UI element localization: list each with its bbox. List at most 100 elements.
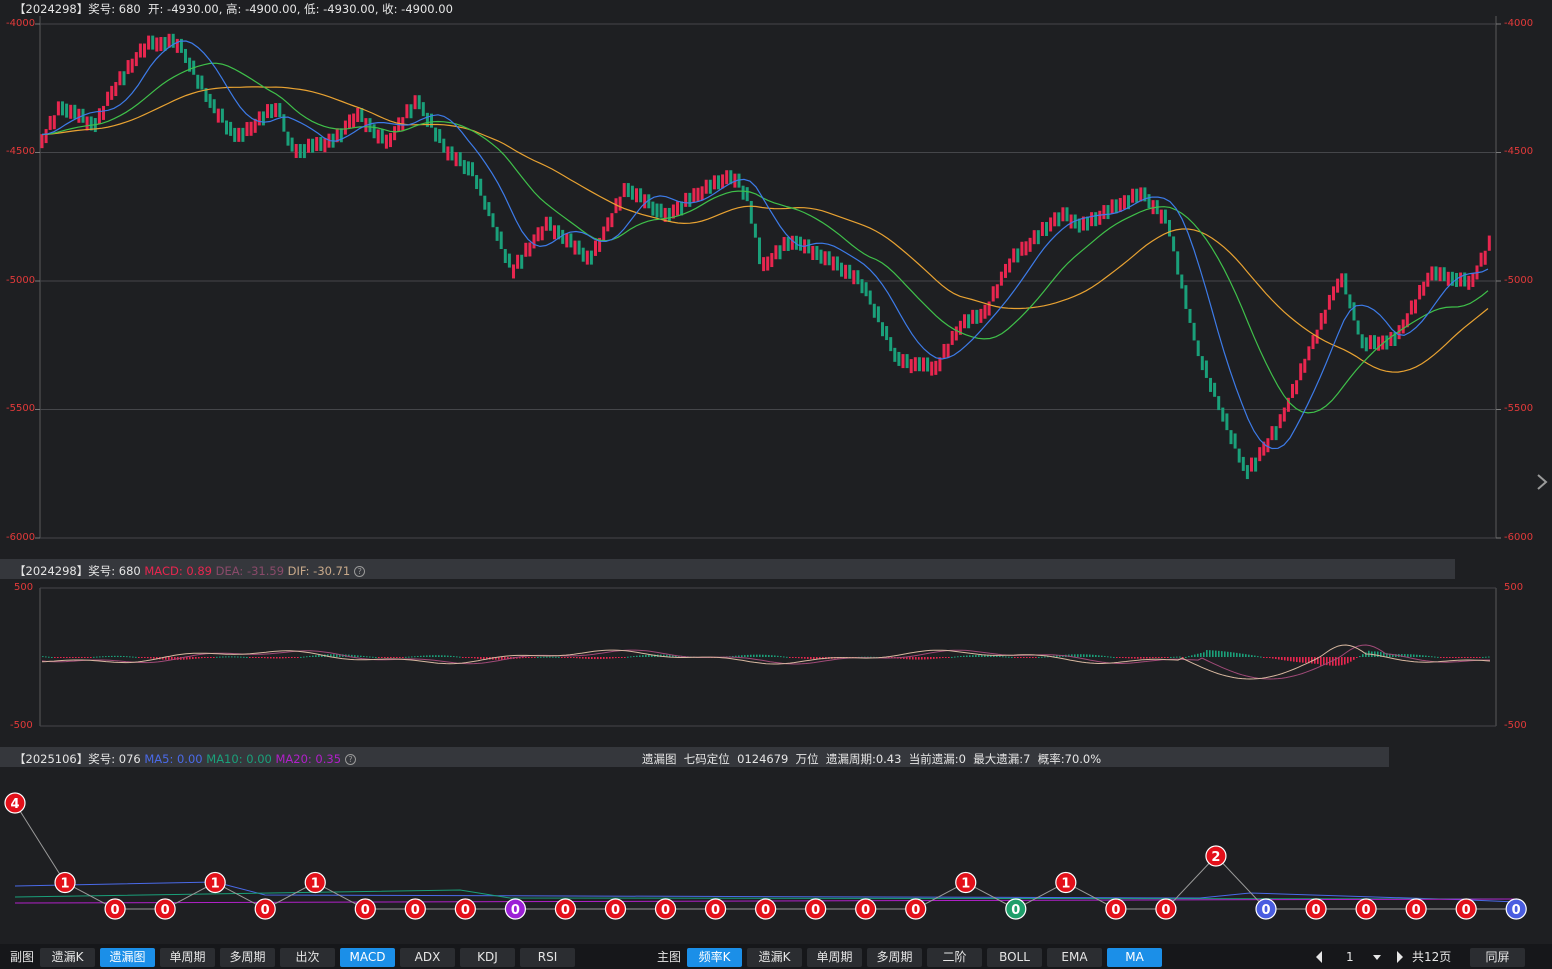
macd-bar [279,657,281,659]
macd-bar [978,655,980,657]
macd-bar [99,656,101,658]
candle [589,250,593,265]
macd-bar [1344,657,1346,665]
macd-bar [864,656,866,658]
macd-bar [756,654,758,657]
macd-bar [648,654,650,657]
tab-second-order[interactable]: 二阶 [927,948,982,967]
macd-bar [753,654,755,657]
candle [52,115,56,130]
macd-bar [1197,653,1199,657]
candle [110,85,114,100]
macd-bar [1104,655,1106,657]
macd-bar [651,654,653,657]
candle [442,138,446,153]
macd-bar [420,655,422,657]
candle [1422,281,1426,296]
macd-bar [87,657,89,658]
tab-single-period[interactable]: 单周期 [160,948,215,967]
macd-value: MACD: 0.89 [144,564,212,578]
next-page-icon[interactable] [1395,950,1405,964]
macd-bar [729,656,731,658]
macd-bar [591,657,593,660]
help-icon[interactable]: ? [354,566,366,577]
candle [302,144,306,159]
candle [1471,272,1475,287]
candle [487,202,491,217]
tab-ema[interactable]: EMA [1047,948,1102,967]
candle [368,118,372,133]
macd-bar [504,657,506,660]
macd-bar [1383,652,1385,657]
tab-main-multi-period[interactable]: 多周期 [867,948,922,967]
macd-bar [801,657,803,659]
macd-bar [672,655,674,657]
macd-award: 奖号: 680 [88,564,141,578]
miss-point-label: 0 [761,903,770,918]
candle [659,203,663,218]
tab-kdj[interactable]: KDJ [460,948,515,967]
tab-main-miss-k[interactable]: 遗漏K [747,948,802,967]
tab-occurrences[interactable]: 出次 [280,948,335,967]
tab-main-single-period[interactable]: 单周期 [807,948,862,967]
macd-bar [219,656,221,658]
candle [380,129,384,144]
macd-bar [1062,654,1064,657]
tab-miss-chart[interactable]: 遗漏图 [100,948,155,967]
candle [479,178,483,196]
macd-bar [495,657,497,660]
tab-miss-k[interactable]: 遗漏K [40,948,95,967]
candle [954,326,958,341]
candle [995,284,999,299]
tab-rsi[interactable]: RSI [520,948,575,967]
candle [532,234,536,249]
tab-boll[interactable]: BOLL [987,948,1042,967]
macd-bar [237,656,239,658]
page-select[interactable]: 1 [1332,948,1388,967]
macd-bar [567,657,569,658]
miss-point [1305,898,1327,920]
candle [118,71,122,86]
candle [126,60,130,75]
tab-adx[interactable]: ADX [400,948,455,967]
macd-bar [969,655,971,657]
tab-frequency-k[interactable]: 频率K [687,948,742,967]
prev-page-icon[interactable] [1314,950,1324,964]
miss-point [104,898,126,920]
tab-ma[interactable]: MA [1107,948,1162,967]
miss-point [855,898,877,920]
miss-point-label: 1 [61,877,70,892]
tab-multi-period[interactable]: 多周期 [220,948,275,967]
macd-bar [444,655,446,657]
sync-screen-button[interactable]: 同屏 [1470,948,1525,967]
candle [1319,313,1323,330]
candle [1196,340,1200,357]
candle [569,233,573,248]
candle [311,138,315,153]
candle [425,112,429,127]
macd-bar [888,657,890,658]
macd-bar [930,657,932,660]
macd-bar [162,657,164,660]
macd-bar [468,657,470,658]
macd-bar [1203,652,1205,657]
help-icon[interactable]: ? [345,754,357,765]
candle [278,103,282,118]
miss-point [504,898,527,920]
main-candlestick-chart[interactable] [0,0,1552,545]
macd-bar [456,656,458,658]
main-y-tick-right: -6000 [1504,532,1534,543]
macd-bar [507,657,509,660]
candle [721,174,725,189]
macd-bar [402,657,404,658]
macd-bar [636,655,638,657]
chevron-right-icon[interactable] [1535,470,1549,494]
macd-bar [1233,652,1235,657]
macd-bar [1128,657,1130,659]
candle [159,37,163,52]
tab-macd[interactable]: MACD [340,948,395,967]
macd-bar [399,657,401,658]
macd-bar [357,655,359,657]
macd-bar [849,657,851,658]
macd-bar [156,657,158,660]
